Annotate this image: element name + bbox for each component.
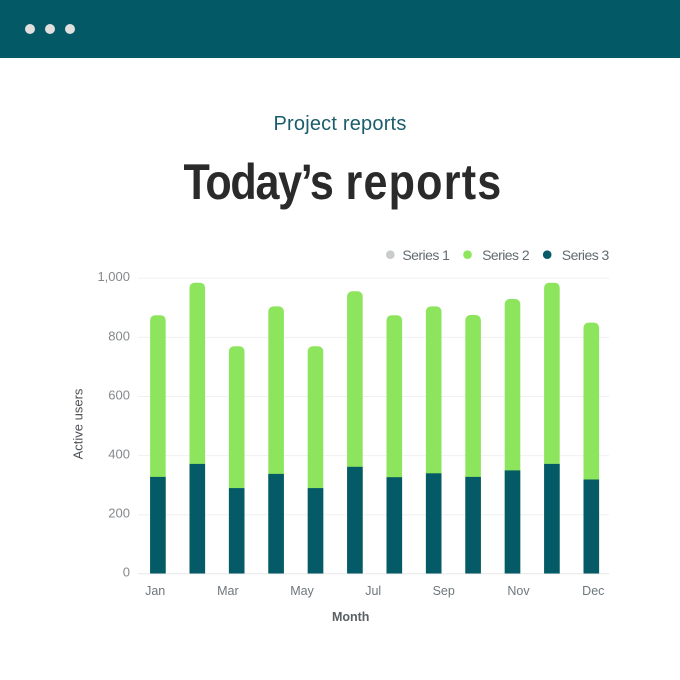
svg-text:1,000: 1,000 xyxy=(97,269,130,284)
svg-text:200: 200 xyxy=(108,506,130,521)
svg-text:Series 2: Series 2 xyxy=(482,247,530,263)
svg-text:Nov: Nov xyxy=(507,584,530,598)
svg-text:Month: Month xyxy=(332,610,369,624)
svg-text:Series 1: Series 1 xyxy=(402,247,450,263)
svg-text:Series 3: Series 3 xyxy=(562,247,610,263)
svg-text:Active users: Active users xyxy=(71,388,86,459)
svg-text:Jan: Jan xyxy=(145,584,165,598)
svg-text:400: 400 xyxy=(108,447,130,462)
svg-text:800: 800 xyxy=(108,328,130,343)
svg-text:May: May xyxy=(290,584,314,598)
svg-text:Dec: Dec xyxy=(582,584,604,598)
svg-text:600: 600 xyxy=(108,387,130,402)
svg-text:Sep: Sep xyxy=(433,584,455,598)
svg-text:Mar: Mar xyxy=(217,584,239,598)
svg-text:0: 0 xyxy=(123,565,130,580)
svg-text:Jul: Jul xyxy=(365,584,381,598)
